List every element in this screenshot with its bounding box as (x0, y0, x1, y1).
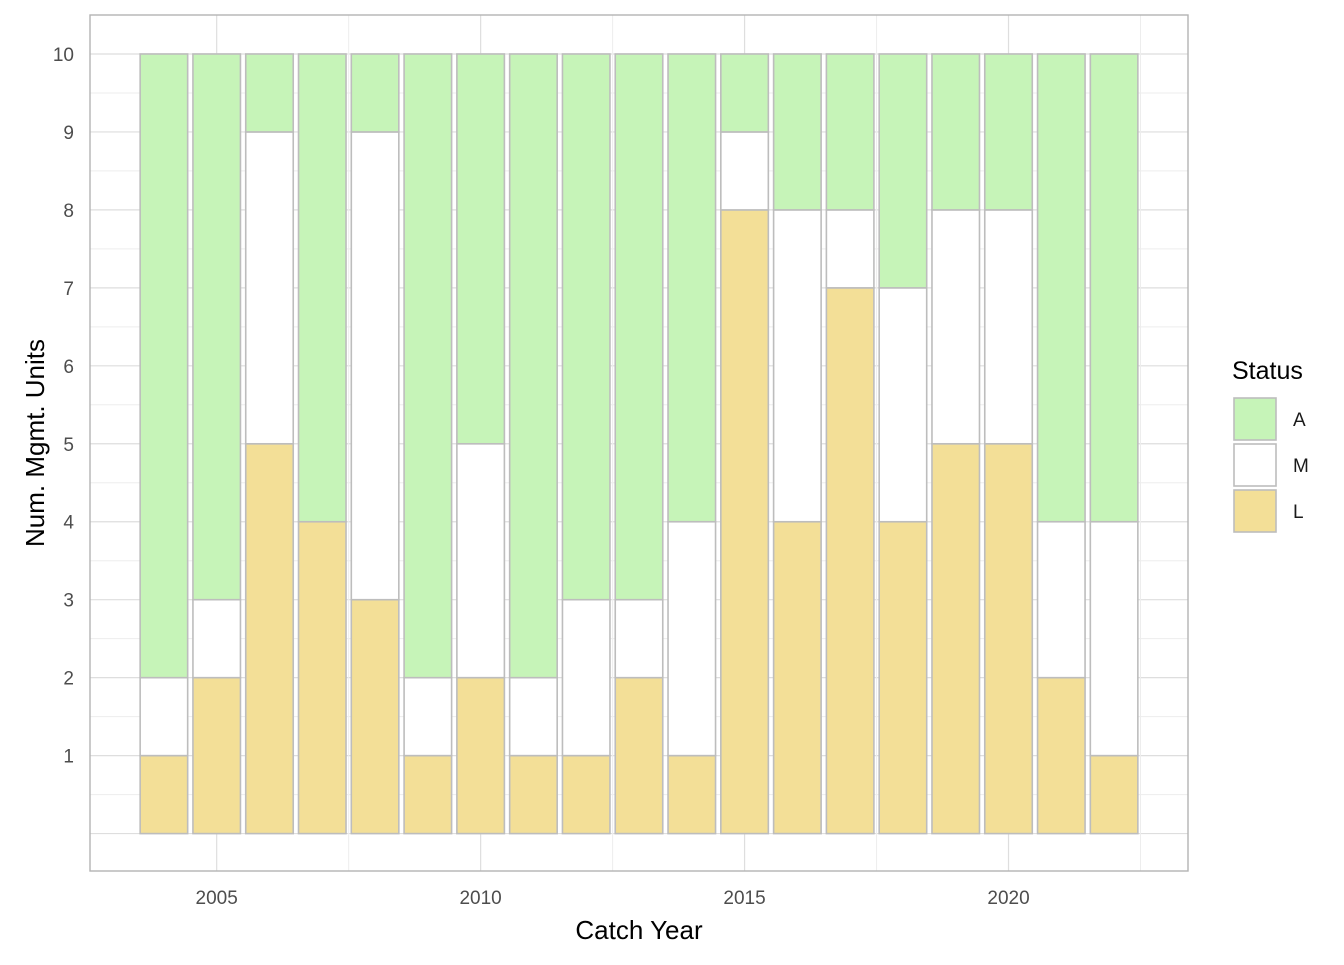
bar-segment-M-2019 (931, 209, 981, 445)
y-tick-label: 8 (63, 201, 74, 222)
bar-segment-M-2006 (244, 131, 295, 445)
bar-segment-M-2004 (139, 676, 189, 757)
y-tick-label: 4 (63, 513, 74, 534)
x-axis-ticks: 2005 2010 2015 2020 (196, 888, 1030, 909)
bar-segment-M-2020 (983, 209, 1034, 445)
bar-segment-L-2021 (1036, 676, 1086, 835)
y-tick-label: 1 (63, 747, 74, 768)
bar-segment-A-2013 (614, 53, 664, 601)
bar-segment-A-2009 (403, 53, 453, 679)
bar-segment-M-2010 (456, 442, 506, 679)
legend-key-A (1233, 397, 1277, 441)
x-axis-title: Catch Year (575, 915, 703, 945)
x-tick-label: 2015 (723, 888, 765, 909)
bar-segment-M-2009 (403, 676, 453, 757)
bar-segment-A-2010 (456, 53, 506, 445)
bar-segment-A-2007 (297, 53, 347, 523)
bar-segment-A-2004 (139, 53, 189, 679)
y-tick-label: 9 (63, 123, 74, 144)
bar-segment-M-2021 (1036, 520, 1086, 679)
x-tick-label: 2010 (459, 888, 501, 909)
legend: Status A M L (1232, 357, 1309, 533)
bar-segment-L-2008 (350, 598, 400, 835)
bar-segment-M-2015 (720, 131, 770, 211)
y-tick-label: 3 (63, 591, 74, 612)
bar-segment-A-2019 (931, 53, 981, 211)
bar-segment-A-2005 (192, 53, 242, 601)
bar-segment-L-2012 (561, 754, 611, 835)
y-tick-label: 5 (63, 435, 74, 456)
bar-segment-A-2008 (350, 53, 400, 133)
bars (139, 53, 1139, 835)
bar-segment-L-2017 (825, 287, 875, 835)
bar-segment-M-2014 (667, 520, 717, 757)
bar-segment-A-2012 (561, 53, 611, 601)
bar-segment-M-2008 (350, 131, 400, 601)
legend-label-L: L (1293, 502, 1304, 523)
x-tick-label: 2005 (196, 888, 238, 909)
bar-segment-A-2021 (1036, 53, 1086, 523)
y-tick-label: 6 (63, 357, 74, 378)
bar-segment-M-2017 (825, 209, 875, 289)
x-tick-label: 2020 (987, 888, 1029, 909)
bar-segment-A-2011 (508, 53, 558, 679)
legend-key-L (1233, 489, 1277, 533)
y-axis-title: Num. Mgmt. Units (20, 339, 50, 547)
bar-segment-M-2012 (561, 598, 611, 757)
bar-segment-L-2015 (720, 209, 770, 835)
legend-label-M: M (1293, 456, 1309, 477)
bar-segment-L-2020 (983, 442, 1034, 835)
bar-segment-M-2013 (614, 598, 664, 679)
bar-segment-L-2016 (772, 520, 822, 835)
bar-segment-A-2014 (667, 53, 717, 523)
legend-label-A: A (1293, 410, 1306, 431)
bar-segment-L-2018 (878, 520, 928, 835)
panel-border (89, 14, 1189, 872)
bar-segment-L-2014 (667, 754, 717, 835)
bar-segment-L-2005 (192, 676, 242, 835)
bar-segment-M-2011 (508, 676, 558, 757)
bar-segment-M-2018 (878, 287, 928, 523)
legend-title: Status (1232, 357, 1303, 385)
bar-segment-L-2010 (456, 676, 506, 835)
bar-segment-M-2016 (772, 209, 822, 523)
bar-segment-L-2019 (931, 442, 981, 835)
bar-segment-L-2022 (1089, 754, 1139, 835)
bar-segment-L-2006 (244, 442, 295, 835)
bar-segment-A-2016 (772, 53, 822, 211)
legend-key-M (1233, 443, 1277, 487)
bar-segment-A-2018 (878, 53, 928, 289)
bar-segment-A-2020 (983, 53, 1034, 211)
bar-segment-A-2022 (1089, 53, 1139, 523)
bar-segment-L-2004 (139, 754, 189, 835)
bar-segment-A-2006 (244, 53, 295, 133)
bar-segment-A-2015 (720, 53, 770, 133)
bar-segment-L-2007 (297, 520, 347, 835)
bar-segment-M-2005 (192, 598, 242, 679)
y-tick-label: 7 (63, 279, 74, 300)
bar-segment-L-2009 (403, 754, 453, 835)
bar-segment-L-2013 (614, 676, 664, 835)
bar-segment-A-2017 (825, 53, 875, 211)
y-tick-label: 2 (63, 669, 74, 690)
bar-segment-L-2011 (508, 754, 558, 835)
y-tick-label: 10 (53, 45, 74, 66)
bar-segment-M-2022 (1089, 520, 1139, 757)
y-axis-ticks: 1 2 3 4 5 6 7 8 9 10 (53, 45, 75, 768)
